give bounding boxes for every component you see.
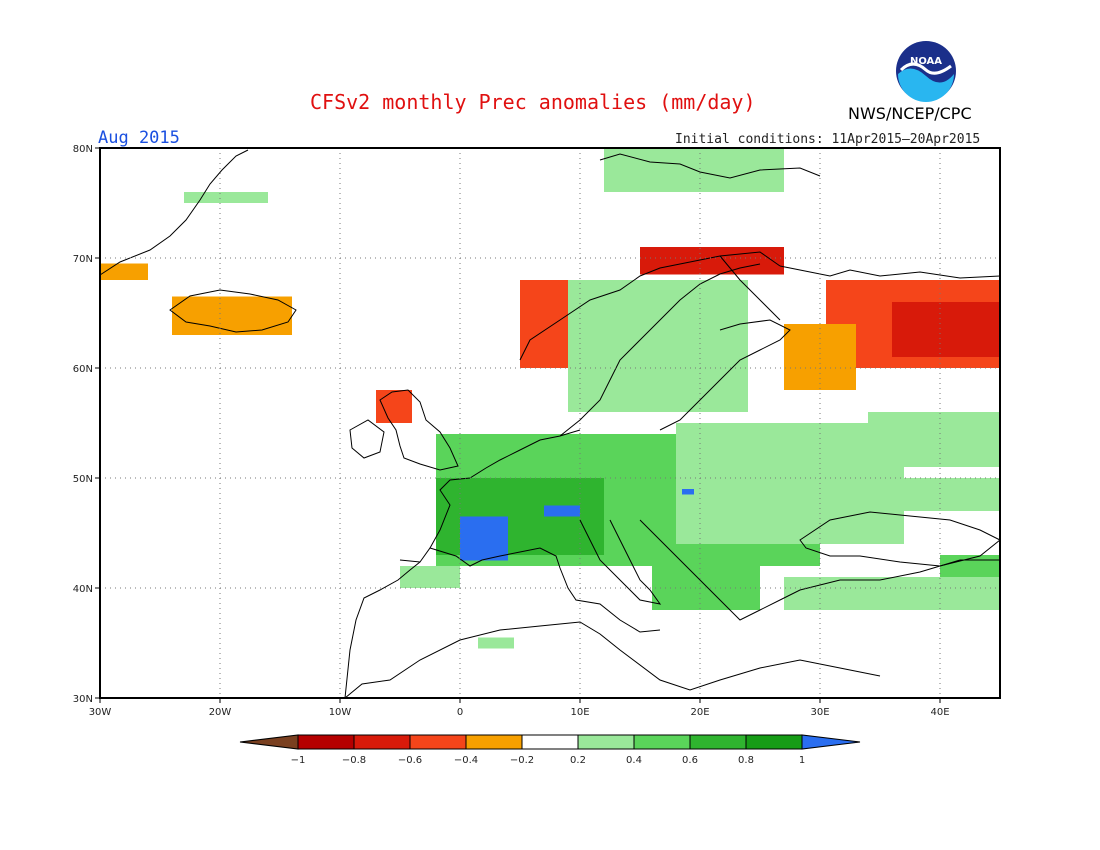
anomaly-region-france-alps-wet	[436, 478, 604, 555]
coastline-layer	[99, 149, 1001, 699]
anomaly-region-russia-dry-edge	[784, 324, 856, 390]
anomaly-region-central-europe-wet	[436, 434, 820, 566]
y-tick-label: 40N	[73, 584, 93, 595]
anomaly-region-scotland-dry	[376, 390, 412, 423]
colorbar-swatch	[801, 734, 861, 750]
anomaly-region-carpathian-very-wet	[682, 489, 694, 495]
anomaly-region-greenland-wet	[184, 192, 268, 203]
y-tick-label: 60N	[73, 364, 93, 375]
x-tick-label: 20E	[690, 707, 709, 718]
anomaly-region-western-russia-dry	[826, 280, 1000, 368]
colorbar-swatch	[577, 734, 635, 750]
colorbar-label: 0.2	[570, 755, 586, 766]
colorbar-label: 0.6	[682, 755, 698, 766]
agency-label: NWS/NCEP/CPC	[848, 104, 972, 123]
colorbar-label: −0.6	[398, 755, 422, 766]
colorbar-label: −0.8	[342, 755, 366, 766]
colorbar-swatch	[465, 734, 523, 750]
anomaly-region-iberia-wet	[400, 566, 460, 588]
x-tick-label: 30E	[810, 707, 829, 718]
anomaly-region-western-russia-dry-core	[892, 302, 1000, 357]
colorbar-swatch	[409, 734, 467, 750]
noaa-logo-icon: NOAA	[896, 41, 956, 102]
anomaly-region-ukraine-wet	[844, 478, 1000, 511]
x-tick-label: 10W	[329, 707, 352, 718]
y-tick-label: 30N	[73, 694, 93, 705]
map-border	[99, 147, 1001, 699]
colorbar-swatch	[353, 734, 411, 750]
anomaly-region-eastern-europe-wet	[676, 423, 904, 544]
anomaly-cells-layer	[100, 148, 1000, 649]
colorbar-label: 1	[799, 755, 805, 766]
anomaly-region-algeria-wet	[478, 637, 514, 649]
anomaly-region-north-italy-dry	[604, 516, 634, 533]
y-tick-label: 50N	[73, 474, 93, 485]
colorbar-swatch	[297, 734, 355, 750]
x-tick-label: 10E	[570, 707, 589, 718]
colorbar-labels: −1 −0.8 −0.6 −0.4 −0.2 0.2 0.4 0.6 0.8 1	[291, 755, 806, 766]
y-tick-label: 70N	[73, 254, 93, 265]
y-tick-label: 80N	[73, 144, 93, 155]
anomaly-region-north-cape-dry	[640, 247, 784, 275]
noaa-logo-text: NOAA	[910, 56, 942, 67]
anomaly-region-greenland-east-dry	[100, 263, 148, 280]
anomaly-region-scandinavia-wet	[568, 280, 748, 412]
forecast-month-label: Aug 2015	[98, 128, 180, 148]
x-tick-label: 0	[457, 707, 463, 718]
x-tick-label: 40E	[930, 707, 949, 718]
anomaly-region-balkans-wet	[652, 544, 760, 610]
x-tick-label: 20W	[209, 707, 232, 718]
colorbar-swatch	[521, 734, 579, 750]
anomaly-region-sw-france-very-wet	[460, 516, 508, 561]
anomaly-region-norway-coast-dry	[520, 280, 652, 368]
anomaly-region-alps-very-wet	[544, 505, 580, 517]
figure-title: CFSv2 monthly Prec anomalies (mm/day)	[310, 90, 756, 114]
initial-conditions-label: Initial conditions: 11Apr2015–20Apr2015	[675, 132, 981, 147]
anomaly-region-black-sea-east-wet	[940, 555, 1000, 588]
map-frame: 30W 20W 10W 0 10E 20E 30E 40E 30N 40N 50N 60N 70N 80N	[73, 144, 1001, 718]
colorbar-swatch	[633, 734, 691, 750]
colorbar-swatch	[745, 734, 803, 750]
colorbar-label: 0.4	[626, 755, 642, 766]
anomaly-region-svalbard-wet	[604, 148, 784, 192]
colorbar-label: −0.2	[510, 755, 534, 766]
anomaly-region-iceland-dry	[172, 296, 292, 335]
colorbar-label: 0.8	[738, 755, 754, 766]
anomaly-region-turkey-wet	[784, 577, 1000, 610]
colorbar-swatch	[689, 734, 747, 750]
x-tick-label: 30W	[89, 707, 112, 718]
colorbar-swatches	[239, 734, 861, 750]
colorbar-label: −1	[291, 755, 306, 766]
colorbar-label: −0.4	[454, 755, 478, 766]
anomaly-region-western-russia-wet	[868, 412, 1000, 467]
colorbar-swatch	[239, 734, 299, 750]
